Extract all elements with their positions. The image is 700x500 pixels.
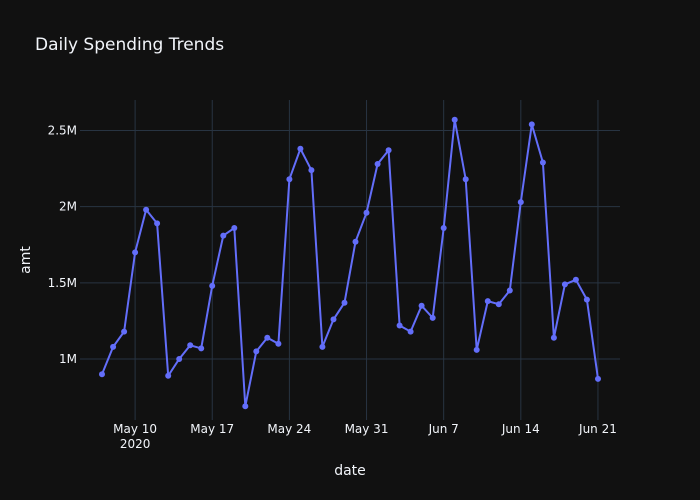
x-tick-label: Jun 7: [428, 422, 459, 436]
data-point: [484, 298, 491, 305]
data-point: [264, 334, 271, 341]
data-point: [550, 334, 557, 341]
data-point: [595, 375, 601, 382]
data-point: [286, 176, 293, 183]
y-tick-label: 1M: [59, 352, 77, 366]
data-point: [407, 328, 414, 335]
data-point: [319, 343, 326, 350]
data-point: [110, 343, 117, 350]
data-point: [297, 145, 304, 152]
x-tick-label: May 31: [345, 422, 389, 436]
data-point: [121, 328, 128, 335]
data-point: [275, 340, 282, 347]
data-point: [506, 287, 513, 294]
data-point: [495, 301, 502, 308]
data-point: [231, 225, 238, 231]
data-point: [198, 345, 205, 352]
data-point: [352, 238, 359, 245]
data-point: [253, 348, 260, 355]
data-point: [220, 232, 227, 239]
data-point: [385, 147, 392, 154]
data-point: [341, 299, 348, 306]
data-point: [99, 371, 105, 378]
y-axis-ticks: 1M 1.5M 2M 2.5M: [48, 123, 77, 366]
y-tick-label: 2.5M: [48, 123, 77, 137]
x-tick-label: May 17: [190, 422, 234, 436]
data-point: [561, 281, 568, 288]
x-tick-label: Jun 14: [501, 422, 540, 436]
data-point: [440, 225, 447, 231]
y-axis-title: amt: [18, 246, 34, 274]
data-point: [473, 346, 480, 353]
data-point: [330, 316, 337, 323]
data-point: [242, 403, 249, 410]
chart-title: Daily Spending Trends: [35, 35, 224, 55]
x-tick-sublabel: 2020: [120, 437, 151, 451]
data-point: [187, 342, 194, 349]
data-point: [143, 206, 150, 213]
data-point: [132, 249, 139, 256]
data-point: [209, 282, 216, 289]
data-point: [451, 116, 458, 123]
x-axis-title: date: [334, 463, 366, 479]
data-point: [572, 276, 579, 283]
data-point: [528, 121, 535, 128]
data-point: [539, 159, 546, 166]
data-point: [396, 322, 403, 329]
data-point: [374, 161, 381, 167]
x-tick-label: May 10: [113, 422, 157, 436]
y-tick-label: 1.5M: [48, 276, 77, 290]
data-point: [363, 209, 370, 216]
data-point: [154, 220, 161, 227]
data-point: [517, 199, 524, 206]
series-points-amt: [99, 116, 601, 410]
data-point: [418, 302, 425, 309]
gridlines: [80, 100, 620, 420]
data-point: [176, 356, 183, 362]
data-point: [308, 167, 315, 174]
data-point: [429, 314, 436, 321]
data-point: [462, 176, 469, 183]
data-point: [583, 296, 590, 303]
series-line-amt: [101, 119, 599, 407]
x-tick-label: May 24: [267, 422, 311, 436]
y-tick-label: 2M: [59, 200, 77, 214]
data-point: [165, 372, 172, 379]
x-tick-label: Jun 21: [578, 422, 617, 436]
